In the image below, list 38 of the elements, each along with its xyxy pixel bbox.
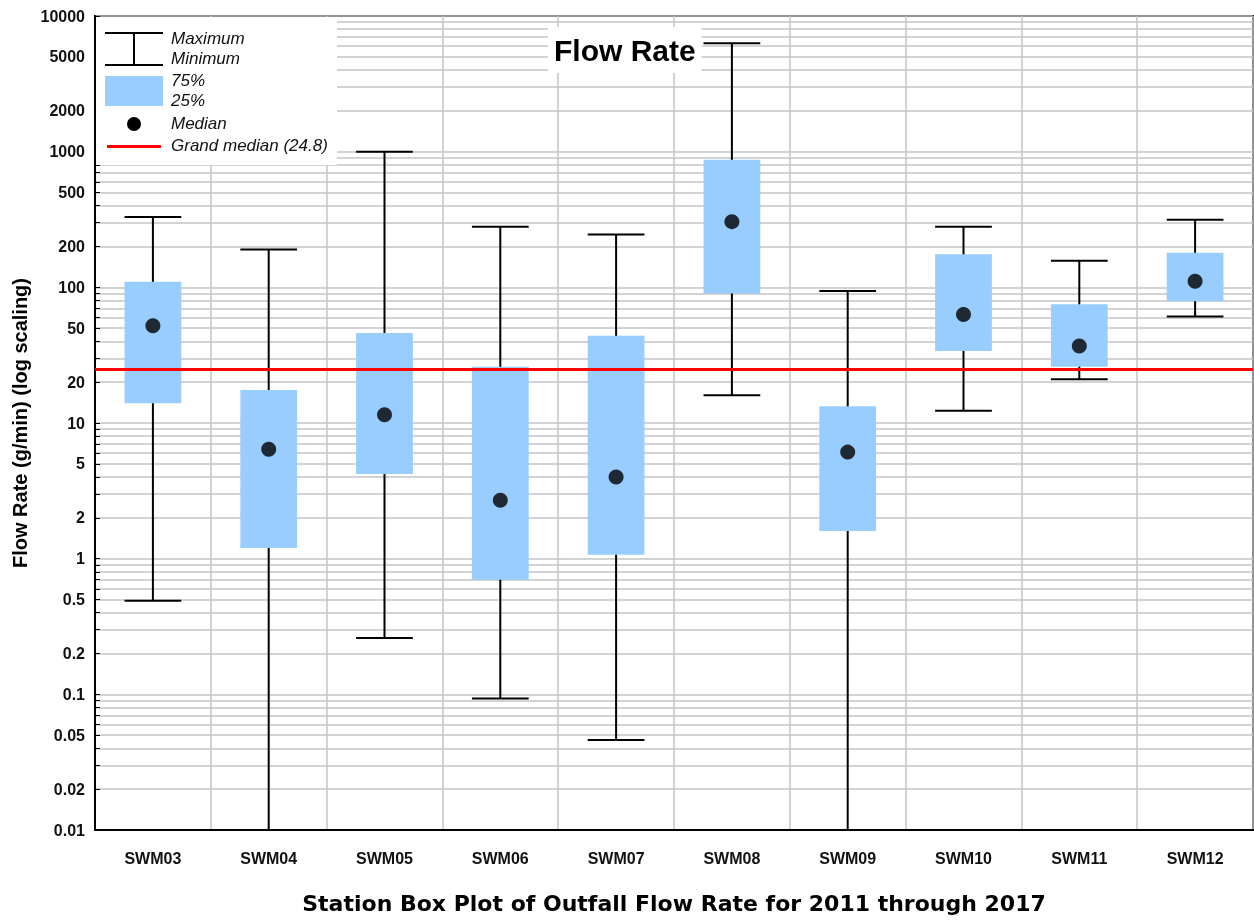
y-tick-label: 0.5 (62, 591, 86, 609)
x-tick-label: SWM03 (124, 849, 182, 867)
y-tick-label: 2 (76, 509, 86, 527)
text: Flow Rate (554, 33, 696, 67)
y-tick-label: 2000 (49, 102, 86, 120)
y-tick-label: 10000 (40, 7, 86, 25)
annotation: Minimum (171, 49, 240, 68)
y-tick-label: 0.02 (53, 780, 86, 798)
annotation: 25% (171, 91, 206, 110)
x-axis-title: Station Box Plot of Outfall Flow Rate for 2011 through 2017 (302, 890, 1046, 916)
x-tick-label: SWM09 (819, 849, 877, 867)
y-tick-label: 0.05 (53, 726, 86, 744)
y-tick-label: 20 (67, 373, 86, 391)
annotation: Maximum (171, 29, 245, 48)
legend-label: Grand median (24.8) (171, 136, 328, 156)
y-tick-label: 0.1 (62, 685, 86, 703)
x-tick-label: SWM10 (935, 849, 993, 867)
x-tick-label: SWM12 (1166, 849, 1224, 867)
x-tick-label: SWM08 (703, 849, 761, 867)
annotation: 75% (171, 71, 206, 90)
y-tick-label: 200 (58, 237, 86, 255)
x-tick-label: SWM11 (1051, 849, 1108, 867)
y-tick-label: 1 (76, 550, 86, 568)
y-tick-label: 5 (76, 455, 86, 473)
y-axis-title: Flow Rate (g/min) (log scaling) (8, 278, 31, 568)
annotation: Median (171, 114, 227, 134)
y-tick-label: 500 (58, 184, 86, 202)
y-tick-label: 1000 (49, 143, 86, 161)
x-tick-label: SWM07 (587, 849, 645, 867)
y-tick-label: 50 (67, 319, 86, 337)
x-tick-label: SWM04 (240, 849, 298, 867)
y-tick-label: 0.2 (62, 644, 86, 662)
x-tick-label: SWM05 (356, 849, 414, 867)
y-tick-label: 0.01 (53, 821, 86, 839)
y-tick-label: 5000 (49, 48, 86, 66)
x-tick-label: SWM06 (471, 849, 529, 867)
y-tick-label: 100 (58, 278, 86, 296)
y-tick-label: 10 (67, 414, 86, 432)
